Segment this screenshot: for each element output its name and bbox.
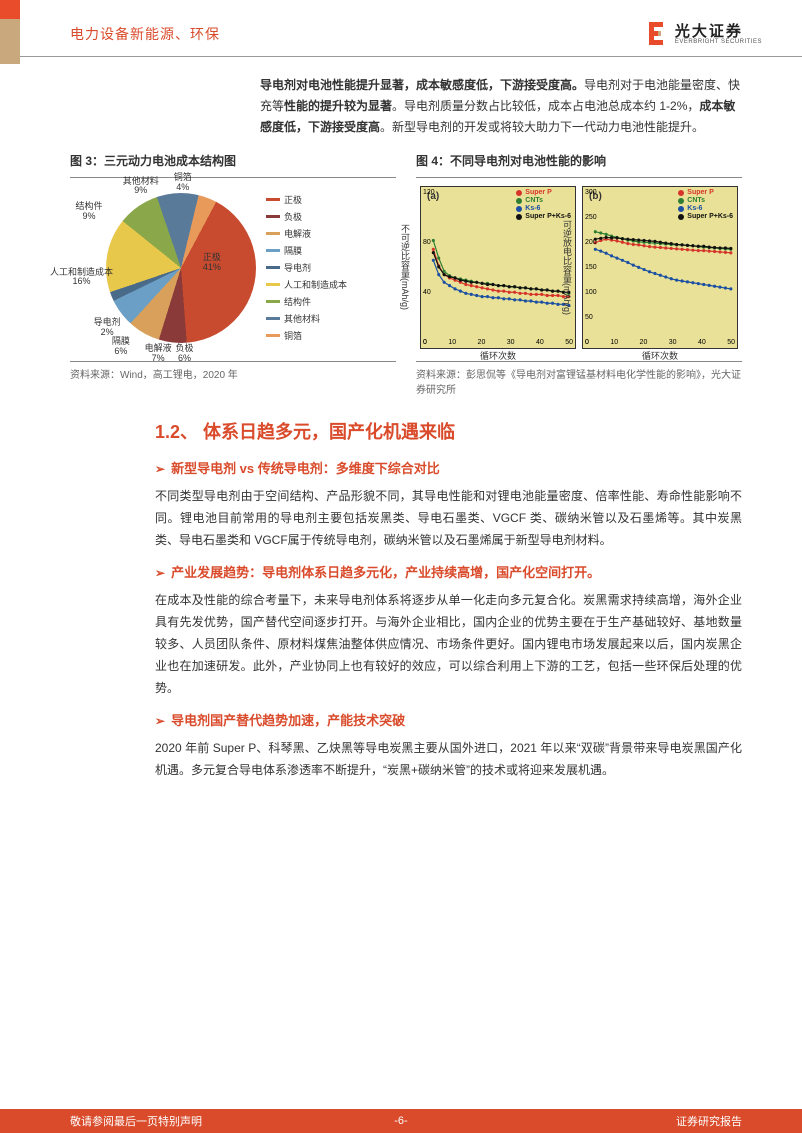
logo-text-en: EVERBRIGHT SECURITIES	[675, 39, 762, 45]
legend-label: 电解液	[284, 227, 311, 240]
sub-heading-3: ➢ 导电剂国产替代趋势加速，产能技术突破	[155, 710, 742, 729]
bullet-icon: ➢	[155, 462, 165, 476]
bullet-icon: ➢	[155, 566, 165, 580]
fig4-title: 图 4：不同导电剂对电池性能的影响	[416, 152, 742, 169]
page: 电力设备新能源、环保 光大证券 EVERBRIGHT SECURITIES 导电…	[0, 0, 802, 1133]
pie-slice-label: 正极41%	[203, 253, 221, 273]
legend-swatch	[266, 283, 280, 286]
fig4-source: 资料来源：彭思侃等《导电剂对富锂锰基材料电化学性能的影响》，光大证券研究所	[416, 361, 742, 396]
pie-slice-label: 人工和制造成本16%	[50, 268, 113, 288]
fig4-area: (a) Super PCNTsKs-6Super P+Ks-6 不可逆比容量(m…	[416, 177, 742, 357]
legend-item: 结构件	[266, 295, 347, 308]
paragraph-1: 不同类型导电剂由于空间结构、产品形貌不同，其导电性能和对锂电池能量密度、倍率性能…	[155, 485, 742, 552]
legend-label: 人工和制造成本	[284, 278, 347, 291]
legend-swatch	[266, 198, 280, 201]
header-stripe	[0, 0, 20, 64]
pie-slice-label: 其他材料9%	[123, 177, 159, 197]
legend-swatch	[266, 232, 280, 235]
pie-slice-label: 隔膜6%	[112, 337, 130, 357]
legend-label: 结构件	[284, 295, 311, 308]
legend-label: 隔膜	[284, 244, 302, 257]
y-ticks: 050100150200250300	[585, 187, 597, 348]
legend-item: 正极	[266, 193, 347, 206]
sub-heading-2: ➢ 产业发展趋势：导电剂体系日趋多元化，产业持续高增，国产化空间打开。	[155, 562, 742, 581]
sub-heading-1: ➢ 新型导电剂 vs 传统导电剂：多维度下综合对比	[155, 458, 742, 477]
intro-bold-1: 导电剂对电池性能提升显著，成本敏感度低，下游接受度高。	[260, 78, 584, 92]
panel-a-ylabel: 不可逆比容量(mAh/g)	[399, 187, 412, 348]
footer-left: 敬请参阅最后一页特别声明	[70, 1113, 202, 1129]
intro-text-2: 。导电剂质量分数占比较低，成本占电池总成本约 1-2%，	[392, 99, 699, 113]
line-chart	[583, 187, 737, 348]
footer: 敬请参阅最后一页特别声明 -6- 证券研究报告	[0, 1109, 802, 1133]
footer-right: 证券研究报告	[676, 1113, 742, 1129]
legend-item: 负极	[266, 210, 347, 223]
sub-heading-2-text: 产业发展趋势：导电剂体系日趋多元化，产业持续高增，国产化空间打开。	[171, 562, 600, 581]
figure-3: 图 3：三元动力电池成本结构图 正极41%负极6%电解液7%隔膜6%导电剂2%人…	[70, 152, 396, 396]
legend-label: 其他材料	[284, 312, 320, 325]
legend-item: 隔膜	[266, 244, 347, 257]
panel-a-xlabel: 循环次数	[421, 349, 575, 362]
header: 电力设备新能源、环保 光大证券 EVERBRIGHT SECURITIES	[0, 0, 802, 57]
panel-b-xlabel: 循环次数	[583, 349, 737, 362]
intro-text-3: 。新型导电剂的开发或将较大助力下一代动力电池性能提升。	[380, 120, 704, 134]
paragraph-3: 2020 年前 Super P、科琴黑、乙炔黑等导电炭黑主要从国外进口，2021…	[155, 737, 742, 781]
pie-slice-label: 导电剂2%	[94, 318, 121, 338]
pie-chart: 正极41%负极6%电解液7%隔膜6%导电剂2%人工和制造成本16%结构件9%其他…	[106, 193, 256, 343]
header-title: 电力设备新能源、环保	[70, 24, 220, 44]
figures-row: 图 3：三元动力电池成本结构图 正极41%负极6%电解液7%隔膜6%导电剂2%人…	[0, 152, 802, 396]
panel-a: (a) Super PCNTsKs-6Super P+Ks-6 不可逆比容量(m…	[420, 186, 576, 349]
x-ticks: 01020304050	[421, 339, 575, 346]
legend-item: 导电剂	[266, 261, 347, 274]
legend-item: 铜箔	[266, 329, 347, 342]
legend-swatch	[266, 215, 280, 218]
intro-paragraph: 导电剂对电池性能提升显著，成本敏感度低，下游接受度高。导电剂对于电池能量密度、快…	[0, 57, 802, 152]
page-number: -6-	[394, 1115, 407, 1127]
fig3-source: 资料来源：Wind，高工锂电，2020 年	[70, 361, 396, 381]
legend-swatch	[266, 334, 280, 337]
legend-item: 其他材料	[266, 312, 347, 325]
body-content: 1.2、 体系日趋多元，国产化机遇来临 ➢ 新型导电剂 vs 传统导电剂：多维度下…	[0, 396, 802, 781]
y-ticks: 04080120	[423, 187, 435, 348]
panel-b: (b) Super PCNTsKs-6Super P+Ks-6 可逆放电比容量(…	[582, 186, 738, 349]
legend-swatch	[266, 249, 280, 252]
legend-label: 负极	[284, 210, 302, 223]
legend-swatch	[266, 317, 280, 320]
legend-label: 正极	[284, 193, 302, 206]
fig3-title: 图 3：三元动力电池成本结构图	[70, 152, 396, 169]
figure-4: 图 4：不同导电剂对电池性能的影响 (a) Super PCNTsKs-6Sup…	[416, 152, 742, 396]
line-chart	[421, 187, 575, 348]
sub-heading-3-text: 导电剂国产替代趋势加速，产能技术突破	[171, 710, 405, 729]
pie-slice-label: 铜箔4%	[174, 173, 192, 193]
legend-swatch	[266, 266, 280, 269]
legend-item: 电解液	[266, 227, 347, 240]
legend-swatch	[266, 300, 280, 303]
pie-legend: 正极负极电解液隔膜导电剂人工和制造成本结构件其他材料铜箔	[266, 193, 347, 342]
legend-label: 铜箔	[284, 329, 302, 342]
sub-heading-1-text: 新型导电剂 vs 传统导电剂：多维度下综合对比	[171, 458, 440, 477]
paragraph-2: 在成本及性能的综合考量下，未来导电剂体系将逐步从单一化走向多元复合化。炭黑需求持…	[155, 589, 742, 700]
logo: 光大证券 EVERBRIGHT SECURITIES	[645, 20, 762, 48]
panel-b-ylabel: 可逆放电比容量(mAh/g)	[561, 187, 574, 348]
bullet-icon: ➢	[155, 714, 165, 728]
section-heading: 1.2、 体系日趋多元，国产化机遇来临	[155, 418, 742, 444]
legend-item: 人工和制造成本	[266, 278, 347, 291]
pie-slice-label: 结构件9%	[75, 202, 102, 222]
logo-icon	[645, 20, 667, 48]
fig3-area: 正极41%负极6%电解液7%隔膜6%导电剂2%人工和制造成本16%结构件9%其他…	[70, 177, 396, 357]
x-ticks: 01020304050	[583, 339, 737, 346]
legend-label: 导电剂	[284, 261, 311, 274]
intro-bold-2: 性能的提升较为显著	[284, 99, 392, 113]
logo-text-cn: 光大证券	[675, 24, 762, 39]
